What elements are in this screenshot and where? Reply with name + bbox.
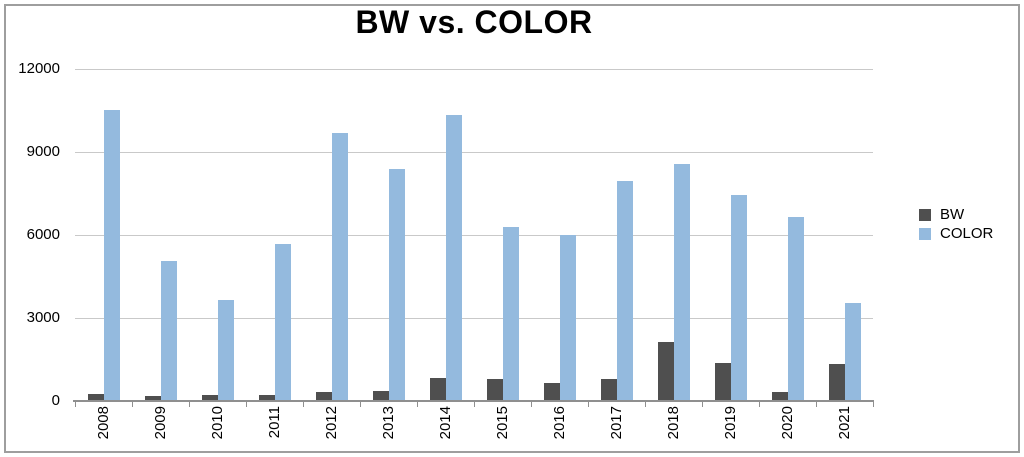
legend-label-bw: BW bbox=[940, 206, 965, 223]
x-axis-tick bbox=[702, 402, 703, 407]
gridline bbox=[75, 317, 873, 319]
bar-bw-2021 bbox=[829, 364, 845, 401]
x-axis-tick-label: 2014 bbox=[437, 406, 454, 440]
y-axis-tick-label: 12000 bbox=[18, 60, 60, 77]
legend-item-bw: BW bbox=[919, 206, 993, 223]
x-axis-tick-label: 2011 bbox=[266, 406, 283, 439]
x-axis-tick bbox=[417, 402, 418, 407]
bar-bw-2010 bbox=[202, 395, 218, 401]
x-axis-tick bbox=[474, 402, 475, 407]
legend-label-color: COLOR bbox=[940, 225, 994, 242]
legend: BW COLOR bbox=[919, 206, 993, 244]
x-axis-tick-label: 2020 bbox=[779, 406, 796, 440]
x-axis-tick bbox=[588, 402, 589, 407]
x-axis-tick bbox=[360, 402, 361, 407]
gridline bbox=[75, 68, 873, 70]
bar-color-2018 bbox=[674, 164, 690, 401]
bar-color-2010 bbox=[218, 300, 234, 401]
x-axis-tick bbox=[246, 402, 247, 407]
bar-bw-2019 bbox=[715, 363, 731, 401]
x-axis-tick-label: 2008 bbox=[95, 406, 112, 440]
bar-color-2013 bbox=[389, 169, 405, 401]
bar-color-2009 bbox=[161, 261, 177, 401]
x-axis-line bbox=[73, 400, 874, 402]
bar-bw-2008 bbox=[88, 394, 104, 401]
y-axis-tick-label: 9000 bbox=[26, 143, 60, 160]
x-axis-tick-label: 2015 bbox=[494, 406, 511, 440]
x-axis-tick bbox=[75, 402, 76, 407]
x-axis-tick-label: 2012 bbox=[323, 406, 340, 440]
x-axis-tick-label: 2009 bbox=[152, 406, 169, 440]
bar-color-2016 bbox=[560, 235, 576, 401]
x-axis-tick bbox=[645, 402, 646, 407]
bar-bw-2013 bbox=[373, 391, 389, 401]
x-axis-tick bbox=[873, 402, 874, 407]
bar-color-2021 bbox=[845, 303, 861, 401]
bar-color-2015 bbox=[503, 227, 519, 401]
bar-bw-2017 bbox=[601, 379, 617, 401]
bar-bw-2016 bbox=[544, 383, 560, 401]
bar-color-2012 bbox=[332, 133, 348, 401]
legend-swatch-color-icon bbox=[919, 227, 931, 240]
bar-color-2011 bbox=[275, 244, 291, 401]
bar-bw-2009 bbox=[145, 396, 161, 401]
bar-color-2008 bbox=[104, 110, 120, 401]
x-axis-tick-label: 2010 bbox=[209, 406, 226, 440]
bar-color-2017 bbox=[617, 181, 633, 401]
y-axis-tick-label: 3000 bbox=[26, 309, 60, 326]
x-axis-tick-label: 2021 bbox=[836, 406, 853, 440]
bar-bw-2018 bbox=[658, 342, 674, 401]
chart-title: BW vs. COLOR bbox=[355, 4, 593, 40]
plot-area bbox=[75, 68, 873, 401]
y-axis-tick-label: 0 bbox=[51, 392, 60, 409]
x-axis-tick-label: 2018 bbox=[665, 406, 682, 440]
x-axis-tick-label: 2019 bbox=[722, 406, 739, 440]
legend-swatch-bw-icon bbox=[919, 208, 931, 221]
x-axis-tick bbox=[816, 402, 817, 407]
legend-item-color: COLOR bbox=[919, 225, 993, 242]
x-axis-tick bbox=[759, 402, 760, 407]
y-axis-tick-label: 6000 bbox=[26, 226, 60, 243]
gridline bbox=[75, 151, 873, 153]
x-axis-tick bbox=[303, 402, 304, 407]
bar-color-2020 bbox=[788, 217, 804, 401]
bar-bw-2020 bbox=[772, 392, 788, 401]
x-axis-tick-label: 2013 bbox=[380, 406, 397, 440]
x-axis-tick bbox=[132, 402, 133, 407]
x-axis-tick bbox=[189, 402, 190, 407]
x-axis-tick bbox=[531, 402, 532, 407]
x-axis-tick-label: 2017 bbox=[608, 406, 625, 440]
bar-bw-2011 bbox=[259, 395, 275, 401]
bar-color-2014 bbox=[446, 115, 462, 401]
x-axis-tick-label: 2016 bbox=[551, 406, 568, 440]
bar-bw-2014 bbox=[430, 378, 446, 401]
bar-bw-2012 bbox=[316, 392, 332, 401]
bar-color-2019 bbox=[731, 195, 747, 401]
bar-bw-2015 bbox=[487, 379, 503, 401]
gridline bbox=[75, 234, 873, 236]
